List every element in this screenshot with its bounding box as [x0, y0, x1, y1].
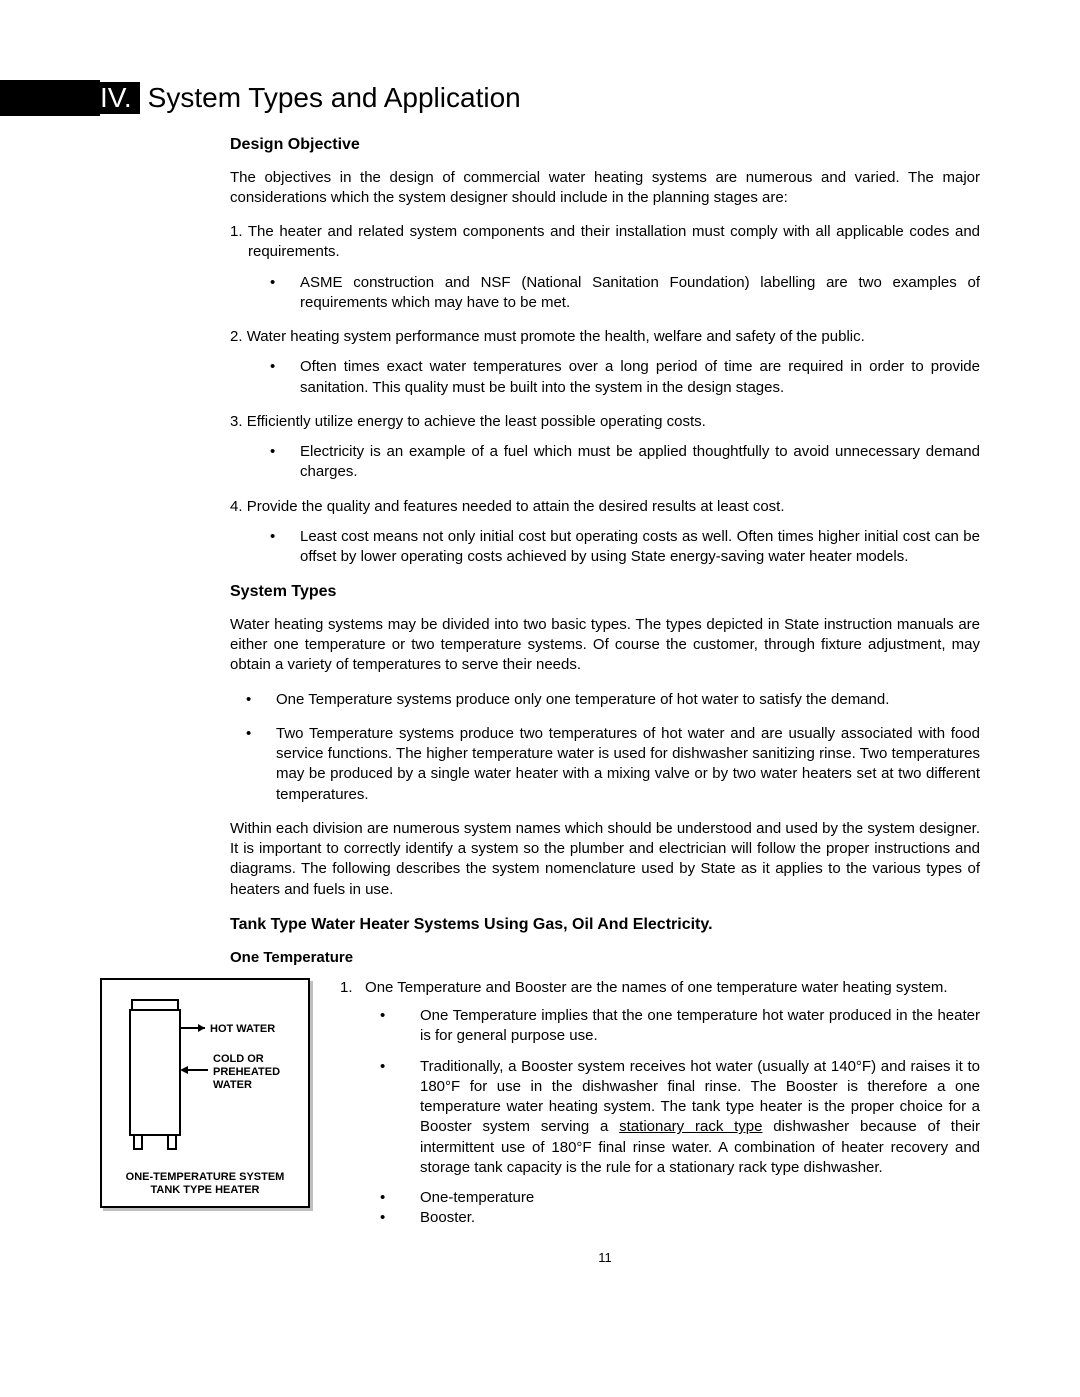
hot-water-label: HOT WATER: [210, 1023, 275, 1035]
list-item: 1. The heater and related system compone…: [230, 222, 980, 263]
bullet-text: ASME construction and NSF (National Sani…: [300, 273, 980, 314]
sub-bullet: • Least cost means not only initial cost…: [270, 527, 980, 568]
bullet-text: One Temperature systems produce only one…: [276, 690, 980, 710]
text-column: 1. One Temperature and Booster are the n…: [340, 978, 980, 1229]
sub-bullet: • One Temperature systems produce only o…: [246, 690, 980, 710]
cold-or-label: COLD OR: [213, 1053, 264, 1065]
list-item: 2. Water heating system performance must…: [230, 327, 980, 347]
section-header: IV. System Types and Application: [100, 80, 980, 116]
section-number-bg: [0, 80, 100, 116]
content-body: Design Objective The objectives in the d…: [230, 134, 980, 1266]
bullet-text: Electricity is an example of a fuel whic…: [300, 442, 980, 483]
caption-line-2: TANK TYPE HEATER: [110, 1184, 300, 1198]
item-number: 3.: [230, 413, 243, 430]
sub-bullet: • One Temperature implies that the one t…: [380, 1006, 980, 1047]
list-item: 3. Efficiently utilize energy to achieve…: [230, 412, 980, 432]
design-objective-heading: Design Objective: [230, 134, 980, 156]
diagram-and-text: HOT WATER COLD OR PREHEATED WATER ONE-TE…: [230, 978, 980, 1229]
bullet-icon: •: [380, 1057, 420, 1077]
water-label: WATER: [213, 1079, 252, 1091]
diagram-box: HOT WATER COLD OR PREHEATED WATER ONE-TE…: [100, 978, 310, 1208]
bullet-icon: •: [270, 357, 300, 377]
bullet-icon: •: [380, 1188, 420, 1208]
item-text: Water heating system performance must pr…: [247, 328, 865, 345]
sub-bullet: • Booster.: [380, 1208, 980, 1228]
bullet-icon: •: [270, 442, 300, 462]
design-objective-intro: The objectives in the design of commerci…: [230, 168, 980, 209]
underlined-text: stationary rack type: [619, 1118, 762, 1135]
design-objective-list: 1. The heater and related system compone…: [230, 222, 980, 567]
bullet-icon: •: [246, 724, 276, 744]
document-page: IV. System Types and Application Design …: [0, 0, 1080, 1306]
bullet-text: Booster.: [420, 1208, 980, 1228]
heater-diagram: HOT WATER COLD OR PREHEATED WATER: [110, 990, 300, 1160]
section-title: System Types and Application: [148, 82, 521, 114]
bullet-icon: •: [380, 1208, 420, 1228]
item-text: One Temperature and Booster are the name…: [365, 979, 948, 996]
system-types-heading: System Types: [230, 581, 980, 603]
sub-bullet: • Electricity is an example of a fuel wh…: [270, 442, 980, 483]
item-text: The heater and related system components…: [248, 223, 980, 260]
item-number: 2.: [230, 328, 243, 345]
bullet-text: One-temperature: [420, 1188, 980, 1208]
bullet-text: One Temperature implies that the one tem…: [420, 1006, 980, 1047]
item-number: 1.: [340, 979, 353, 996]
one-temp-subheading: One Temperature: [230, 948, 980, 968]
system-types-after: Within each division are numerous system…: [230, 819, 980, 900]
system-types-intro: Water heating systems may be divided int…: [230, 615, 980, 676]
item-text: Efficiently utilize energy to achieve th…: [247, 413, 706, 430]
bullet-text: Two Temperature systems produce two temp…: [276, 724, 980, 805]
list-item: 4. Provide the quality and features need…: [230, 497, 980, 517]
item-number: 4.: [230, 498, 243, 515]
bullet-text: Often times exact water temperatures ove…: [300, 357, 980, 398]
list-item: 1. One Temperature and Booster are the n…: [340, 978, 980, 998]
item-text: Provide the quality and features needed …: [247, 498, 785, 515]
bullet-icon: •: [380, 1006, 420, 1026]
diagram-caption: ONE-TEMPERATURE SYSTEM TANK TYPE HEATER: [110, 1171, 300, 1199]
bullet-icon: •: [270, 527, 300, 547]
item-number: 1.: [230, 223, 243, 240]
diagram-column: HOT WATER COLD OR PREHEATED WATER ONE-TE…: [100, 978, 310, 1208]
sub-bullet: • One-temperature: [380, 1188, 980, 1208]
system-types-bullets: • One Temperature systems produce only o…: [230, 690, 980, 805]
tank-type-heading: Tank Type Water Heater Systems Using Gas…: [230, 914, 980, 936]
section-number: IV.: [100, 82, 140, 114]
preheated-label: PREHEATED: [213, 1066, 280, 1078]
sub-bullet: • Two Temperature systems produce two te…: [246, 724, 980, 805]
page-number: 11: [230, 1249, 980, 1267]
bullet-text: Traditionally, a Booster system receives…: [420, 1057, 980, 1179]
bullet-icon: •: [270, 273, 300, 293]
sub-bullet: • Traditionally, a Booster system receiv…: [380, 1057, 980, 1179]
sub-bullet: • Often times exact water temperatures o…: [270, 357, 980, 398]
bullet-icon: •: [246, 690, 276, 710]
sub-bullet: • ASME construction and NSF (National Sa…: [270, 273, 980, 314]
caption-line-1: ONE-TEMPERATURE SYSTEM: [110, 1171, 300, 1185]
bullet-text: Least cost means not only initial cost b…: [300, 527, 980, 568]
